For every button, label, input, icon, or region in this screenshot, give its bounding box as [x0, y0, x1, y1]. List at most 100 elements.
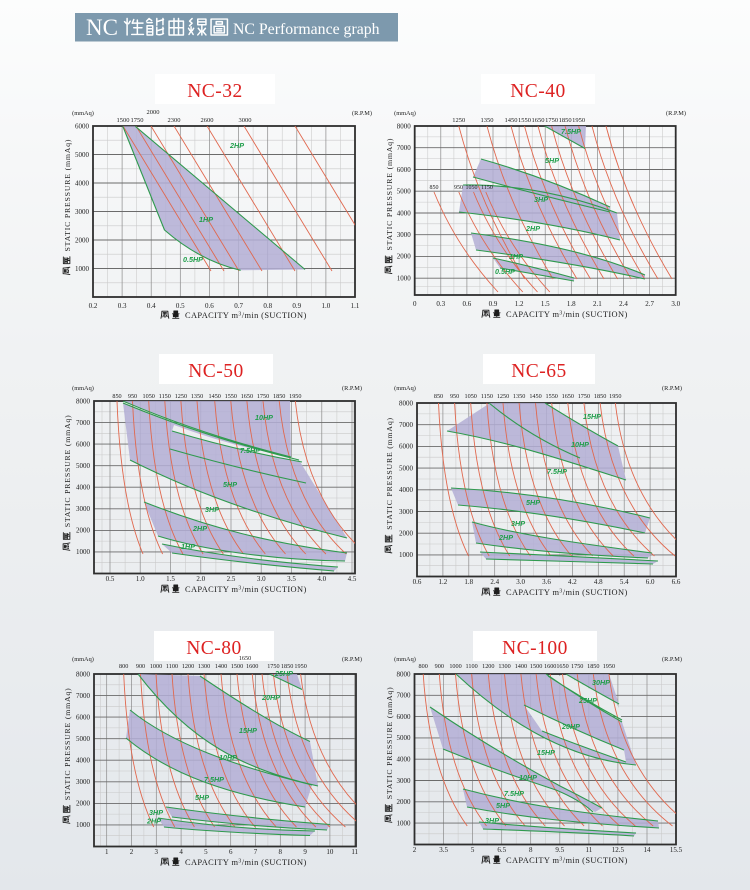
svg-text:7.5HP: 7.5HP — [504, 789, 524, 798]
svg-text:4.0: 4.0 — [317, 575, 326, 583]
svg-text:3.0: 3.0 — [257, 575, 266, 583]
svg-text:0.5: 0.5 — [106, 575, 115, 583]
svg-text:2000: 2000 — [397, 798, 412, 806]
svg-text:800: 800 — [419, 663, 428, 670]
svg-text:3HP: 3HP — [511, 519, 525, 528]
svg-text:25HP: 25HP — [274, 669, 293, 678]
svg-text:6000: 6000 — [76, 440, 91, 448]
svg-text:1.8: 1.8 — [567, 300, 576, 308]
svg-text:1000: 1000 — [76, 821, 91, 829]
svg-text:STATIC PRESSURE (mmAq): STATIC PRESSURE (mmAq) — [385, 138, 394, 251]
svg-text:1550: 1550 — [518, 117, 531, 124]
svg-text:1650: 1650 — [556, 663, 568, 670]
svg-text:1150: 1150 — [481, 393, 493, 400]
svg-text:1150: 1150 — [481, 185, 493, 191]
svg-text:3HP: 3HP — [485, 816, 499, 825]
svg-text:1250: 1250 — [497, 393, 509, 400]
svg-text:1250: 1250 — [175, 393, 187, 400]
svg-text:2: 2 — [130, 848, 134, 856]
svg-text:(mmAq): (mmAq) — [72, 385, 94, 392]
svg-text:1.0: 1.0 — [322, 302, 331, 310]
svg-text:1650: 1650 — [239, 655, 251, 662]
svg-text:1000: 1000 — [75, 265, 90, 273]
svg-text:1000: 1000 — [449, 663, 461, 670]
svg-text:2.5: 2.5 — [227, 575, 236, 583]
svg-text:5HP: 5HP — [545, 156, 559, 165]
svg-text:3: 3 — [155, 848, 159, 856]
svg-text:1050: 1050 — [143, 393, 155, 400]
svg-text:850: 850 — [434, 393, 443, 400]
svg-text:1.0: 1.0 — [136, 575, 145, 583]
svg-text:2000: 2000 — [397, 253, 412, 261]
svg-text:30HP: 30HP — [592, 678, 610, 687]
svg-text:0.5: 0.5 — [176, 302, 185, 310]
svg-text:1HP: 1HP — [199, 215, 213, 224]
svg-text:(mmAq): (mmAq) — [72, 656, 94, 663]
svg-text:8: 8 — [529, 846, 533, 854]
svg-text:3000: 3000 — [397, 231, 412, 239]
svg-text:20HP: 20HP — [261, 693, 280, 702]
svg-text:0.3: 0.3 — [436, 300, 445, 308]
svg-text:1950: 1950 — [294, 663, 306, 670]
svg-text:3000: 3000 — [76, 778, 91, 786]
svg-text:5HP: 5HP — [223, 480, 237, 489]
svg-text:1500: 1500 — [530, 663, 542, 670]
svg-text:1000: 1000 — [150, 663, 162, 670]
svg-text:0.5HP: 0.5HP — [183, 255, 203, 264]
svg-text:1850: 1850 — [559, 117, 572, 124]
svg-text:800: 800 — [119, 663, 128, 670]
svg-text:850: 850 — [112, 393, 121, 400]
svg-text:1950: 1950 — [289, 393, 301, 400]
svg-text:0.8: 0.8 — [263, 302, 272, 310]
svg-text:6: 6 — [229, 848, 233, 856]
svg-text:6.5: 6.5 — [497, 846, 506, 854]
svg-text:1.5: 1.5 — [166, 575, 175, 583]
svg-text:900: 900 — [435, 663, 444, 670]
svg-text:STATIC PRESSURE (mmAq): STATIC PRESSURE (mmAq) — [63, 139, 72, 252]
svg-text:4.8: 4.8 — [594, 578, 603, 586]
svg-text:1850: 1850 — [273, 393, 285, 400]
svg-text:3HP: 3HP — [205, 505, 219, 514]
svg-text:(R.P.M): (R.P.M) — [342, 656, 362, 663]
svg-text:7000: 7000 — [76, 419, 91, 427]
svg-text:950: 950 — [450, 393, 459, 400]
svg-text:20HP: 20HP — [561, 722, 580, 731]
svg-text:1000: 1000 — [397, 275, 412, 283]
svg-text:6000: 6000 — [399, 443, 414, 451]
svg-text:5000: 5000 — [76, 462, 91, 470]
svg-text:2.4: 2.4 — [490, 578, 499, 586]
svg-text:5000: 5000 — [397, 188, 412, 196]
svg-text:1HP: 1HP — [181, 542, 195, 551]
svg-text:1350: 1350 — [191, 393, 203, 400]
svg-text:7.5HP: 7.5HP — [204, 775, 224, 784]
svg-text:1250: 1250 — [452, 117, 465, 124]
svg-text:1600: 1600 — [246, 663, 258, 670]
svg-text:10HP: 10HP — [571, 440, 589, 449]
svg-text:0.9: 0.9 — [292, 302, 301, 310]
svg-text:3.0: 3.0 — [516, 578, 525, 586]
svg-text:STATIC PRESSURE (mmAq): STATIC PRESSURE (mmAq) — [63, 414, 72, 527]
svg-text:3.0: 3.0 — [671, 300, 680, 308]
svg-text:NC-50: NC-50 — [188, 361, 244, 382]
svg-text:1950: 1950 — [609, 393, 621, 400]
svg-text:1: 1 — [105, 848, 109, 856]
svg-text:3HP: 3HP — [534, 195, 548, 204]
svg-text:5000: 5000 — [397, 734, 412, 742]
svg-text:0.3: 0.3 — [118, 302, 127, 310]
svg-text:7000: 7000 — [399, 421, 414, 429]
svg-text:1450: 1450 — [529, 393, 541, 400]
svg-text:7.5HP: 7.5HP — [240, 446, 260, 455]
svg-text:1850: 1850 — [587, 663, 599, 670]
svg-text:1450: 1450 — [505, 117, 518, 124]
svg-text:(R.P.M): (R.P.M) — [666, 110, 686, 117]
svg-text:2300: 2300 — [168, 117, 181, 124]
svg-text:8000: 8000 — [397, 670, 412, 678]
svg-text:1750: 1750 — [578, 393, 590, 400]
svg-text:1.2: 1.2 — [515, 300, 524, 308]
svg-text:5: 5 — [204, 848, 208, 856]
svg-text:1100: 1100 — [466, 663, 478, 670]
svg-text:6000: 6000 — [75, 122, 90, 130]
svg-text:1HP: 1HP — [509, 252, 523, 261]
svg-text:950: 950 — [454, 185, 463, 191]
svg-text:5: 5 — [471, 846, 475, 854]
